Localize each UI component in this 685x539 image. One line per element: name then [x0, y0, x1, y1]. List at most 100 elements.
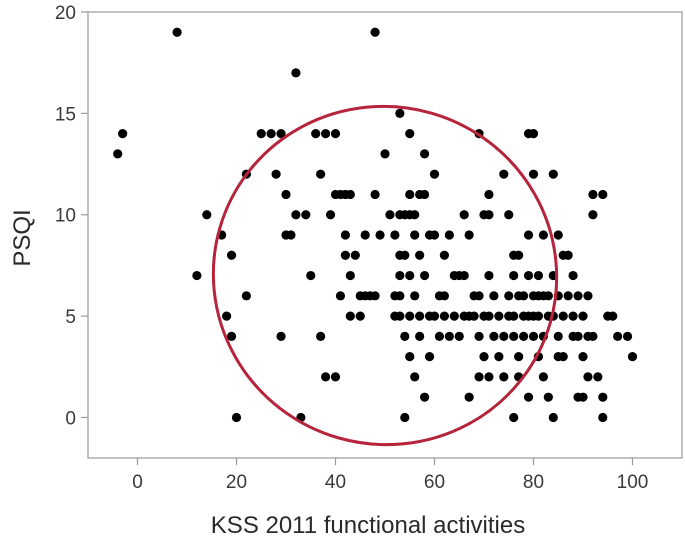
data-point	[400, 412, 410, 423]
data-point	[345, 189, 355, 200]
data-point	[459, 270, 469, 281]
data-point	[360, 230, 370, 240]
data-point	[528, 169, 539, 179]
data-point	[504, 291, 514, 301]
data-point	[429, 311, 440, 321]
data-point	[345, 311, 355, 321]
data-point	[598, 189, 608, 200]
data-point	[588, 189, 598, 200]
data-point	[543, 291, 553, 301]
data-point	[395, 291, 405, 301]
data-point	[345, 270, 355, 281]
data-point	[420, 270, 430, 281]
data-point	[444, 331, 454, 341]
data-point	[573, 291, 583, 301]
data-point	[444, 230, 454, 240]
data-point	[578, 311, 588, 321]
data-point	[395, 108, 405, 118]
data-point	[400, 331, 410, 341]
data-point	[523, 230, 534, 240]
data-point	[291, 210, 301, 220]
data-point	[509, 412, 519, 423]
y-tick-label: 10	[55, 206, 76, 227]
data-point	[439, 291, 449, 301]
data-point	[385, 210, 395, 220]
data-point	[370, 189, 380, 200]
y-tick-label: 20	[55, 3, 76, 24]
data-point	[439, 250, 449, 260]
data-point	[330, 129, 341, 139]
data-point	[583, 291, 593, 301]
data-point	[494, 352, 504, 362]
data-point	[276, 331, 286, 341]
x-tick-label: 60	[424, 472, 445, 493]
data-point	[306, 270, 316, 281]
x-tick-label: 40	[325, 472, 346, 493]
data-point	[578, 392, 588, 402]
data-point	[202, 210, 212, 220]
data-point	[469, 311, 479, 321]
data-point	[405, 311, 415, 321]
data-point	[276, 129, 286, 139]
data-point	[588, 210, 598, 220]
x-tick-label: 20	[226, 472, 247, 493]
data-point	[395, 311, 405, 321]
data-point	[410, 291, 420, 301]
data-point	[523, 392, 534, 402]
data-point	[405, 189, 415, 200]
x-tick-label: 100	[617, 472, 649, 493]
data-point	[528, 129, 539, 139]
data-point	[316, 169, 326, 179]
data-point	[410, 372, 420, 382]
data-point	[231, 412, 242, 423]
data-point	[514, 352, 524, 362]
data-point	[489, 331, 499, 341]
data-point	[340, 230, 350, 240]
y-tick-label: 15	[55, 104, 76, 125]
data-point	[553, 230, 563, 240]
data-point	[330, 372, 341, 382]
data-point	[301, 210, 311, 220]
data-point	[256, 129, 266, 139]
data-point	[400, 250, 410, 260]
data-point	[479, 352, 489, 362]
data-point	[424, 352, 435, 362]
data-point	[355, 311, 365, 321]
data-point	[553, 331, 563, 341]
data-point	[420, 392, 430, 402]
data-point	[484, 270, 494, 281]
data-point	[627, 352, 638, 362]
data-point	[484, 311, 494, 321]
data-point	[281, 189, 291, 200]
data-point	[415, 250, 425, 260]
data-point	[325, 210, 336, 220]
x-tick-label: 0	[132, 472, 143, 493]
data-point	[523, 270, 534, 281]
y-axis: 0 5 10 15 20	[55, 3, 88, 429]
data-point	[489, 291, 499, 301]
data-point	[474, 291, 484, 301]
data-point	[459, 210, 469, 220]
data-point	[340, 250, 350, 260]
data-point	[538, 372, 549, 382]
data-point	[415, 311, 425, 321]
data-point	[568, 270, 578, 281]
data-point	[241, 291, 251, 301]
data-point	[226, 331, 237, 341]
data-point	[598, 412, 608, 423]
data-point	[484, 210, 494, 220]
data-point	[598, 392, 608, 402]
data-point	[558, 352, 568, 362]
data-point	[271, 169, 281, 179]
data-point	[316, 331, 326, 341]
x-axis-label: KSS 2011 functional activities	[211, 512, 525, 539]
data-point	[375, 230, 385, 240]
data-point	[321, 372, 331, 382]
x-tick-label: 80	[523, 472, 544, 493]
data-point	[499, 169, 509, 179]
data-point	[395, 270, 405, 281]
data-point	[429, 169, 440, 179]
data-point	[434, 331, 445, 341]
data-point	[454, 331, 464, 341]
